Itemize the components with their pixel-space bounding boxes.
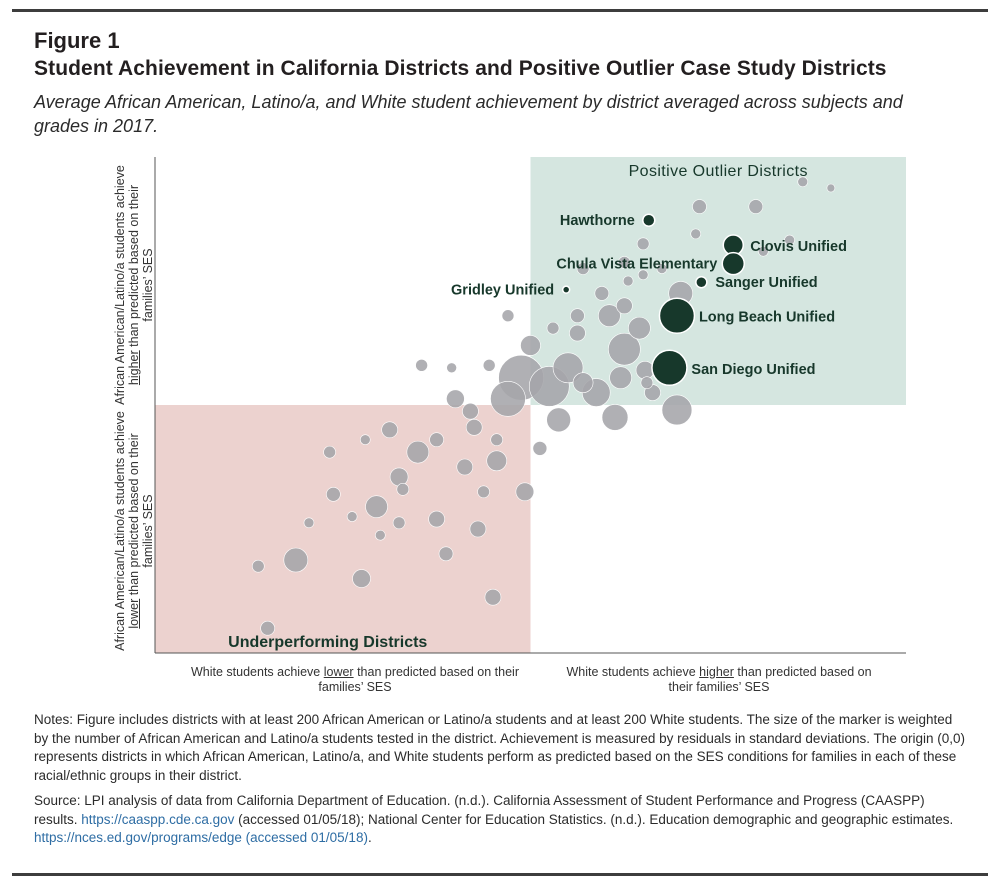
district-bubble: [616, 297, 633, 315]
district-bubble: [622, 275, 634, 287]
bottom-rule: [12, 873, 988, 876]
x-axis-label-left: White students achieve lower than predic…: [191, 665, 519, 694]
highlighted-district-label: Sanger Unified: [715, 275, 817, 291]
highlighted-district-marker: [721, 251, 746, 276]
district-bubble: [381, 421, 398, 439]
district-bubble: [251, 559, 265, 573]
district-bubble: [446, 362, 457, 374]
nces-link[interactable]: https://nces.ed.gov/programs/edge (acces…: [34, 830, 368, 845]
district-bubble: [303, 517, 315, 529]
region-label-underperforming: Underperforming Districts: [228, 634, 427, 651]
district-bubble: [490, 380, 526, 417]
district-bubble: [477, 485, 490, 499]
district-bubble: [609, 366, 632, 390]
district-bubble: [260, 620, 275, 636]
district-bubble: [546, 407, 571, 433]
caaspp-link[interactable]: https://caaspp.cde.ca.gov: [81, 811, 235, 827]
district-bubble: [326, 486, 341, 502]
highlighted-district-marker: [642, 213, 656, 227]
figure-source: Source: LPI analysis of data from Califo…: [34, 793, 954, 845]
district-bubble: [352, 569, 371, 588]
x-axis-label-right: White students achieve higher than predi…: [566, 665, 872, 694]
highlighted-district-label: Gridley Unified: [451, 283, 554, 299]
chart-title: Student Achievement in California Distri…: [34, 57, 887, 80]
highlighted-district-marker: [695, 275, 708, 289]
figure-notes: Notes: Figure includes districts with at…: [34, 712, 966, 783]
district-bubble: [569, 324, 586, 342]
highlighted-district-label: Clovis Unified: [750, 239, 847, 255]
district-bubble: [552, 352, 584, 384]
district-bubble: [462, 402, 479, 420]
district-bubble: [465, 419, 483, 436]
district-bubble: [601, 404, 629, 431]
highlighted-district-marker: [651, 349, 688, 387]
district-bubble: [484, 588, 502, 606]
highlighted-district-label: San Diego Unified: [691, 362, 815, 378]
district-bubble: [635, 360, 655, 380]
district-bubble: [628, 316, 651, 340]
district-bubble: [618, 256, 631, 269]
district-bubble: [456, 458, 474, 476]
district-bubble: [520, 335, 541, 356]
district-bubble: [392, 516, 406, 530]
district-bubble: [576, 262, 590, 275]
district-bubble: [784, 234, 795, 246]
highlighted-district-label: Chula Vista Elementary: [556, 257, 717, 273]
district-bubble: [406, 440, 430, 464]
district-bubble: [546, 321, 560, 335]
district-bubble: [446, 389, 465, 409]
district-bubble: [396, 483, 410, 496]
district-bubble: [490, 433, 504, 447]
highlighted-district-label: Long Beach Unified: [699, 310, 835, 326]
district-bubble: [640, 376, 654, 389]
district-bubble: [661, 394, 693, 426]
district-bubble: [797, 176, 809, 188]
figure-label: Figure 1: [34, 28, 120, 53]
chart-subtitle: Average African American, Latino/a, and …: [34, 92, 903, 136]
district-bubble: [359, 434, 371, 446]
district-bubble: [428, 510, 445, 528]
district-bubble: [415, 359, 428, 372]
y-axis-label-top: African American/Latino/a students achie…: [113, 165, 155, 405]
district-bubble: [482, 359, 496, 372]
district-bubble: [598, 304, 621, 328]
district-bubble: [389, 467, 409, 487]
district-bubble: [690, 228, 702, 240]
district-bubble: [374, 529, 386, 541]
district-bubble: [438, 546, 454, 562]
region-positive-outlier: [530, 157, 906, 405]
district-bubble: [323, 445, 336, 459]
district-bubble: [570, 308, 585, 324]
highlighted-district-marker: [561, 285, 571, 294]
scatter-chart: Positive Outlier Districts Underperformin…: [154, 157, 906, 654]
district-bubble: [826, 183, 836, 193]
district-bubble: [637, 269, 649, 281]
district-bubble: [365, 495, 388, 518]
district-bubble: [748, 199, 764, 214]
highlighted-district-label: Hawthorne: [560, 213, 635, 229]
district-bubble: [594, 286, 610, 301]
district-bubble: [532, 441, 548, 456]
y-axis-label-bottom: African American/Latino/a students achie…: [113, 411, 155, 651]
region-label-positive: Positive Outlier Districts: [629, 163, 808, 180]
district-bubble: [656, 263, 668, 274]
district-bubble: [608, 332, 641, 366]
district-bubble: [469, 520, 487, 538]
district-bubble: [283, 547, 309, 573]
region-underperforming: [155, 405, 531, 653]
district-bubble: [636, 237, 650, 251]
district-bubble: [501, 309, 515, 323]
district-bubble: [346, 511, 358, 522]
top-rule: [12, 9, 988, 12]
highlighted-district-marker: [658, 297, 696, 334]
district-bubble: [572, 372, 594, 393]
district-bubble: [486, 450, 508, 472]
district-bubble: [758, 245, 769, 257]
district-bubble: [515, 482, 535, 502]
district-bubble: [429, 432, 444, 448]
district-bubble: [692, 199, 707, 214]
